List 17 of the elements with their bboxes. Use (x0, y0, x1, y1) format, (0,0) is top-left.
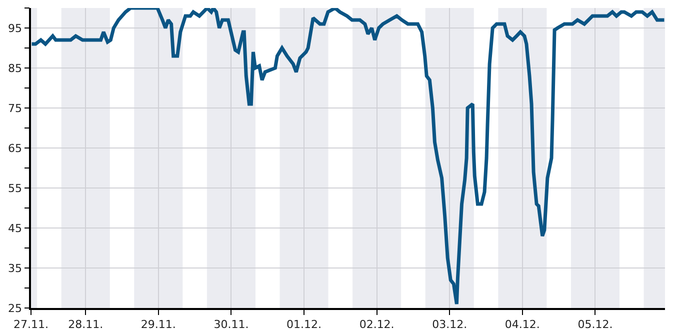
x-tick-label: 04.12. (504, 318, 540, 330)
x-tick-label: 01.12. (286, 318, 322, 330)
y-tick-label: 45 (8, 222, 22, 235)
y-tick-label: 55 (8, 182, 22, 195)
y-tick-label: 65 (8, 142, 22, 155)
x-tick-label: 02.12. (359, 318, 394, 330)
x-tick-label: 29.11. (140, 318, 176, 330)
y-tick-label: 75 (8, 102, 22, 115)
y-tick-label: 25 (8, 302, 22, 315)
x-tick-label: 27.11. (14, 318, 48, 330)
x-tick-label: 05.12. (578, 318, 613, 330)
x-tick-label: 03.12. (432, 318, 468, 330)
y-tick-label: 85 (8, 62, 22, 75)
y-tick-label: 35 (8, 262, 22, 275)
y-tick-label: 95 (8, 22, 22, 35)
x-tick-label: 30.11. (214, 318, 249, 330)
x-tick-label: 28.11. (68, 318, 104, 330)
